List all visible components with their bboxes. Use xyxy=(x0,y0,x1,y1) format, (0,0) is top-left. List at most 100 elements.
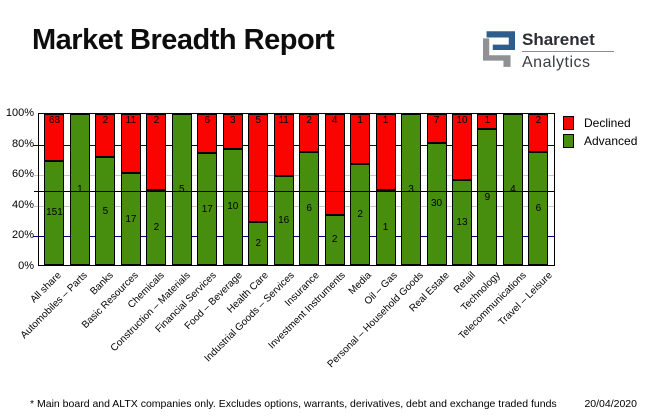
bar-personal-household-goods: 3 xyxy=(401,114,422,265)
segment-declined: 5 xyxy=(248,114,269,222)
segment-advanced: 13 xyxy=(451,179,472,265)
declined-value-label: 2 xyxy=(102,115,109,127)
segment-advanced: 151 xyxy=(44,160,65,265)
segment-advanced: 6 xyxy=(528,151,549,265)
segment-advanced: 17 xyxy=(120,173,141,265)
bar-food-beverage: 3 10 xyxy=(222,114,243,265)
advanced-value-label: 4 xyxy=(510,184,516,195)
declined-value-label: 2 xyxy=(153,115,160,126)
segment-advanced: 2 xyxy=(350,164,371,265)
bar-telecommunications: 4 xyxy=(502,114,523,265)
advanced-value-label: 10 xyxy=(227,201,239,213)
advanced-value-label: 16 xyxy=(278,214,290,226)
y-tick-label-60: 60% xyxy=(11,168,34,181)
gridline-80 xyxy=(39,144,554,146)
segment-advanced: 10 xyxy=(222,148,243,265)
advanced-value-label: 2 xyxy=(153,221,160,233)
chart-legend: Declined Advanced xyxy=(563,114,637,150)
segment-declined: 2 xyxy=(146,114,167,190)
logo-subtitle: Analytics xyxy=(522,54,591,71)
segment-advanced: 5 xyxy=(95,157,116,265)
segment-declined: 2 xyxy=(95,114,116,158)
y-tick-label-100: 100% xyxy=(5,107,34,119)
gridline-60 xyxy=(39,175,554,177)
bar-construction-materials: 5 xyxy=(171,114,192,265)
report-date: 20/04/2020 xyxy=(584,398,637,410)
bar-basic-resources: 11 17 xyxy=(120,114,141,265)
y-tick-label-20: 20% xyxy=(11,229,34,242)
declined-value-label: 11 xyxy=(278,115,289,127)
advanced-value-label: 13 xyxy=(456,216,468,228)
segment-advanced: 5 xyxy=(171,114,192,265)
segment-advanced: 1 xyxy=(375,189,396,265)
advanced-value-label: 2 xyxy=(255,237,261,249)
declined-value-label: 5 xyxy=(255,115,261,127)
legend-label-advanced: Advanced xyxy=(584,134,638,148)
segment-advanced: 3 xyxy=(401,114,422,265)
advanced-value-label: 1 xyxy=(77,184,83,195)
segment-advanced: 9 xyxy=(477,129,498,265)
segment-advanced: 17 xyxy=(197,153,218,265)
segment-advanced: 4 xyxy=(502,114,523,265)
declined-value-label: 6 xyxy=(204,115,211,127)
segment-advanced: 1 xyxy=(69,114,90,265)
y-axis-tick-20 xyxy=(33,236,38,238)
segment-advanced: 16 xyxy=(273,175,294,265)
declined-value-label: 10 xyxy=(456,115,468,127)
sharenet-logo: Sharenet Analytics xyxy=(483,29,614,72)
fifty-percent-line xyxy=(34,190,554,192)
segment-declined: 7 xyxy=(426,114,447,143)
segment-declined: 11 xyxy=(273,114,294,176)
y-axis-labels: 0% 20% 40% 60% 80% 100% xyxy=(0,107,34,272)
bar-industrial-goods-services: 11 16 xyxy=(273,114,294,265)
bar-automobiles-parts: 1 xyxy=(69,114,90,265)
y-tick-label-0: 0% xyxy=(18,260,34,272)
advanced-value-label: 151 xyxy=(46,207,63,219)
declined-value-label: 3 xyxy=(229,115,236,127)
logo-brand: Sharenet xyxy=(522,30,595,49)
bar-all-share: 68 151 xyxy=(44,114,65,265)
plot-area: 68 151 1 2 5 11 17 2 2 5 6 17 3 10 5 2 11 16 2 6 4 2 1 2 1 1 3 7 30 1… xyxy=(33,113,555,266)
declined-value-label: 4 xyxy=(331,115,338,127)
y-tick-label-80: 80% xyxy=(11,137,34,150)
legend-item-advanced: Advanced xyxy=(563,132,637,150)
segment-declined: 6 xyxy=(197,114,218,154)
logo-divider xyxy=(522,51,614,52)
segment-declined: 1 xyxy=(375,114,396,190)
advanced-value-label: 9 xyxy=(484,191,491,203)
logo-text: Sharenet Analytics xyxy=(522,29,614,72)
advanced-value-label: 6 xyxy=(306,202,312,214)
declined-value-label: 11 xyxy=(125,115,137,127)
advanced-value-label: 5 xyxy=(102,205,109,217)
segment-advanced: 6 xyxy=(299,151,320,265)
gridline-40 xyxy=(39,205,554,207)
segment-declined: 1 xyxy=(477,114,498,130)
advanced-value-label: 5 xyxy=(179,184,185,195)
segment-advanced: 2 xyxy=(324,214,345,265)
declined-value-label: 68 xyxy=(48,115,61,127)
legend-label-declined: Declined xyxy=(584,116,631,130)
declined-value-label: 1 xyxy=(357,115,363,127)
segment-advanced: 2 xyxy=(146,189,167,265)
declined-swatch-icon xyxy=(563,116,574,130)
advanced-swatch-icon xyxy=(563,134,574,148)
declined-value-label: 1 xyxy=(484,115,491,127)
advanced-value-label: 30 xyxy=(430,198,443,210)
sharenet-logo-icon xyxy=(483,31,515,67)
bar-financial-services: 6 17 xyxy=(197,114,218,265)
footnote: * Main board and ALTX companies only. Ex… xyxy=(30,398,557,410)
declined-value-label: 2 xyxy=(306,115,312,126)
segment-declined: 2 xyxy=(528,114,549,152)
legend-item-declined: Declined xyxy=(563,114,637,132)
advanced-value-label: 2 xyxy=(357,209,363,221)
declined-value-label: 2 xyxy=(535,115,542,126)
segment-declined: 10 xyxy=(451,114,472,180)
advanced-value-label: 17 xyxy=(201,203,213,215)
